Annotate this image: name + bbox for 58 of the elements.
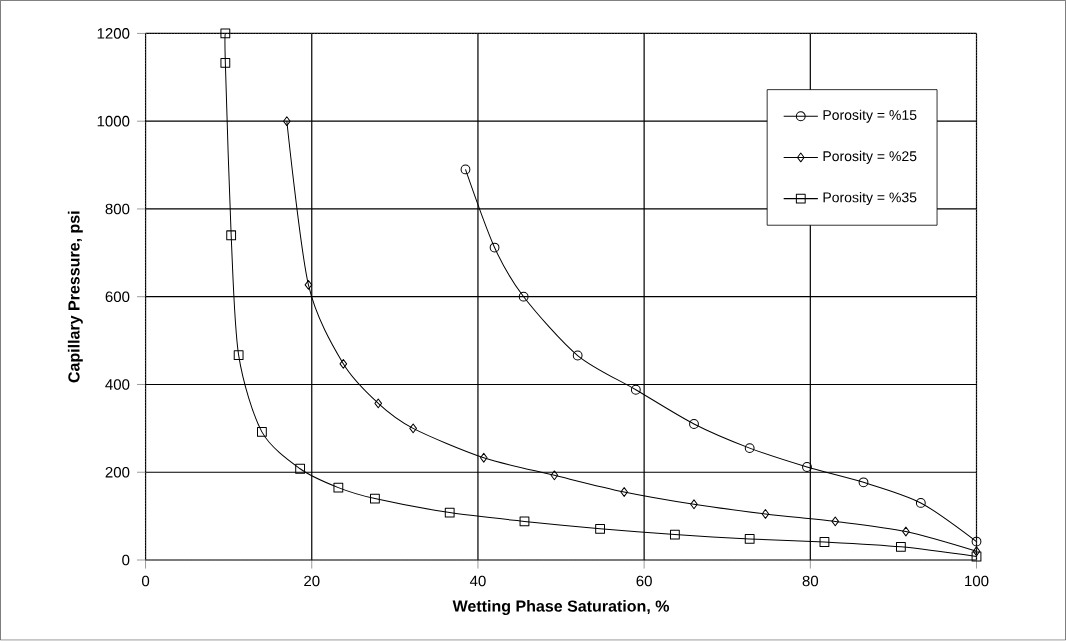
point [802, 462, 812, 473]
point [669, 529, 680, 540]
point [519, 516, 530, 527]
x-tick-label: 80 [802, 575, 819, 587]
x-tick-label: 60 [636, 575, 652, 587]
y-tick-label: 800 [105, 203, 130, 215]
point [479, 453, 488, 463]
point [895, 542, 906, 552]
point [489, 242, 500, 253]
x-tick-label: 20 [304, 575, 320, 587]
point [744, 443, 755, 454]
y-tick-label: 1000 [97, 116, 130, 127]
point [761, 509, 770, 520]
point [689, 419, 699, 430]
point [283, 116, 291, 127]
point [518, 292, 529, 302]
y-tick-label: 0 [122, 554, 130, 566]
point [744, 534, 755, 545]
legend-label: Porosity = %35 [823, 192, 917, 206]
point [304, 280, 313, 291]
point [595, 524, 605, 535]
legend-label: Porosity = %15 [823, 109, 917, 123]
point [819, 537, 830, 548]
y-tick-label: 400 [105, 379, 130, 391]
y-tick-label: 200 [105, 467, 130, 478]
point [339, 359, 348, 370]
point [220, 58, 231, 68]
x-tick-label: 100 [965, 575, 989, 587]
x-tick-label: 40 [469, 575, 486, 587]
point [971, 536, 982, 547]
y-tick-label: 600 [105, 291, 130, 303]
point [257, 427, 267, 438]
point [550, 470, 559, 481]
point [333, 482, 344, 493]
legend-label: Porosity = %25 [823, 151, 917, 165]
point [831, 516, 840, 527]
y-tick-label: 1200 [97, 28, 130, 39]
point [220, 28, 231, 39]
point [972, 546, 981, 557]
point [409, 423, 417, 434]
point [690, 499, 698, 510]
point [370, 493, 380, 504]
point [915, 498, 926, 509]
point [233, 350, 244, 361]
point [295, 464, 306, 474]
x-axis-title: Wetting Phase Saturation, % [452, 600, 670, 616]
point [226, 230, 237, 241]
point [630, 385, 641, 395]
point [971, 551, 982, 562]
y-axis-title: Capillary Pressure, psi [67, 211, 83, 383]
point [444, 507, 455, 518]
x-tick-label: 0 [141, 575, 150, 587]
point [374, 398, 383, 409]
point [572, 350, 583, 361]
point [902, 526, 910, 537]
point [858, 477, 869, 488]
point [460, 164, 471, 175]
point [620, 487, 628, 498]
